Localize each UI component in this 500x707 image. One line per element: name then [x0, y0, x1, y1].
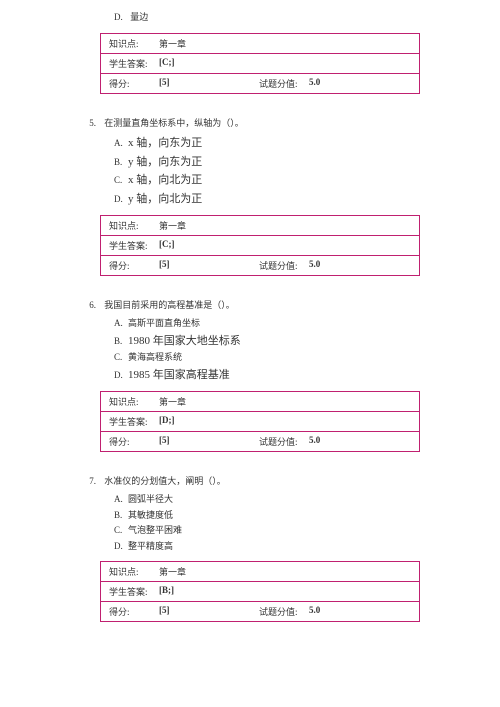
- option-letter: C.: [114, 174, 128, 188]
- option-letter: D.: [114, 12, 128, 22]
- score-label: 得分:: [109, 435, 159, 448]
- option: A.高斯平面直角坐标: [114, 317, 440, 331]
- option-text: 高斯平面直角坐标: [128, 318, 200, 328]
- option: D.y 轴，向北为正: [114, 191, 440, 208]
- student-answer-value: [B;]: [159, 585, 174, 598]
- knowledge-label: 知识点:: [109, 565, 159, 578]
- option-text: x 轴，向东为正: [128, 137, 202, 149]
- option-letter: D.: [114, 193, 128, 207]
- student-answer-label: 学生答案:: [109, 585, 159, 598]
- options-list: A.圆弧半径大B.其敏捷度低C.气泡整平困难D.整平精度高: [114, 493, 440, 553]
- option-letter: A.: [114, 493, 128, 507]
- answer-box: 知识点: 第一章 学生答案: [C;] 得分: [5] 试题分值: 5.0: [100, 215, 420, 276]
- points-label: 试题分值:: [259, 435, 309, 448]
- option: D.1985 年国家高程基准: [114, 367, 440, 384]
- option: A.圆弧半径大: [114, 493, 440, 507]
- question-number: 7.: [80, 476, 96, 486]
- knowledge-value: 第一章: [159, 219, 186, 232]
- option-text: 其敏捷度低: [128, 510, 173, 520]
- option-text: 气泡整平困难: [128, 525, 182, 535]
- student-answer-label: 学生答案:: [109, 57, 159, 70]
- knowledge-value: 第一章: [159, 565, 186, 578]
- stray-option: D. 量边: [114, 10, 440, 23]
- option-text: y 轴，向东为正: [128, 156, 202, 168]
- score-value: [5]: [159, 77, 259, 90]
- option-letter: A.: [114, 317, 128, 331]
- knowledge-label: 知识点:: [109, 395, 159, 408]
- option-letter: B.: [114, 156, 128, 170]
- question-text: 我国目前采用的高程基准是（）。: [104, 300, 235, 310]
- option-letter: C.: [114, 524, 128, 538]
- option-letter: B.: [114, 509, 128, 523]
- score-value: [5]: [159, 259, 259, 272]
- option-letter: C.: [114, 351, 128, 365]
- answer-box: 知识点: 第一章 学生答案: [C;] 得分: [5] 试题分值: 5.0: [100, 33, 420, 94]
- points-value: 5.0: [309, 259, 320, 272]
- question-text: 在测量直角坐标系中，纵轴为（）。: [104, 118, 244, 128]
- score-label: 得分:: [109, 259, 159, 272]
- points-label: 试题分值:: [259, 259, 309, 272]
- question-5: 5. 在测量直角坐标系中，纵轴为（）。: [80, 116, 440, 129]
- option-text: 量边: [130, 12, 148, 22]
- score-value: [5]: [159, 435, 259, 448]
- points-label: 试题分值:: [259, 605, 309, 618]
- score-value: [5]: [159, 605, 259, 618]
- option-text: 圆弧半径大: [128, 494, 173, 504]
- option: C.气泡整平困难: [114, 524, 440, 538]
- points-value: 5.0: [309, 435, 320, 448]
- knowledge-value: 第一章: [159, 395, 186, 408]
- option-letter: D.: [114, 369, 128, 383]
- options-list: A.高斯平面直角坐标B.1980 年国家大地坐标系C.黄海高程系统D.1985 …: [114, 317, 440, 383]
- option-letter: B.: [114, 335, 128, 349]
- knowledge-value: 第一章: [159, 37, 186, 50]
- points-label: 试题分值:: [259, 77, 309, 90]
- knowledge-label: 知识点:: [109, 219, 159, 232]
- question-number: 6.: [80, 300, 96, 310]
- score-label: 得分:: [109, 77, 159, 90]
- option: B.1980 年国家大地坐标系: [114, 333, 440, 350]
- option: C.黄海高程系统: [114, 351, 440, 365]
- student-answer-value: [D;]: [159, 415, 175, 428]
- option-text: y 轴，向北为正: [128, 193, 202, 205]
- option: D.整平精度高: [114, 540, 440, 554]
- student-answer-value: [C;]: [159, 57, 175, 70]
- options-list: A.x 轴，向东为正B.y 轴，向东为正C.x 轴，向北为正D.y 轴，向北为正: [114, 135, 440, 207]
- option-letter: A.: [114, 137, 128, 151]
- score-label: 得分:: [109, 605, 159, 618]
- option-text: 1980 年国家大地坐标系: [128, 335, 241, 347]
- student-answer-label: 学生答案:: [109, 239, 159, 252]
- option-text: 黄海高程系统: [128, 352, 182, 362]
- points-value: 5.0: [309, 77, 320, 90]
- option: B.y 轴，向东为正: [114, 154, 440, 171]
- student-answer-value: [C;]: [159, 239, 175, 252]
- points-value: 5.0: [309, 605, 320, 618]
- option: A.x 轴，向东为正: [114, 135, 440, 152]
- knowledge-label: 知识点:: [109, 37, 159, 50]
- option: C.x 轴，向北为正: [114, 172, 440, 189]
- answer-box: 知识点: 第一章 学生答案: [B;] 得分: [5] 试题分值: 5.0: [100, 561, 420, 622]
- question-number: 5.: [80, 118, 96, 128]
- option-text: 1985 年国家高程基准: [128, 369, 230, 381]
- student-answer-label: 学生答案:: [109, 415, 159, 428]
- option-letter: D.: [114, 540, 128, 554]
- option: B.其敏捷度低: [114, 509, 440, 523]
- question-text: 水准仪的分划值大，阐明（）。: [104, 476, 226, 486]
- answer-box: 知识点: 第一章 学生答案: [D;] 得分: [5] 试题分值: 5.0: [100, 391, 420, 452]
- question-7: 7. 水准仪的分划值大，阐明（）。: [80, 474, 440, 487]
- question-6: 6. 我国目前采用的高程基准是（）。: [80, 298, 440, 311]
- option-text: x 轴，向北为正: [128, 174, 202, 186]
- option-text: 整平精度高: [128, 541, 173, 551]
